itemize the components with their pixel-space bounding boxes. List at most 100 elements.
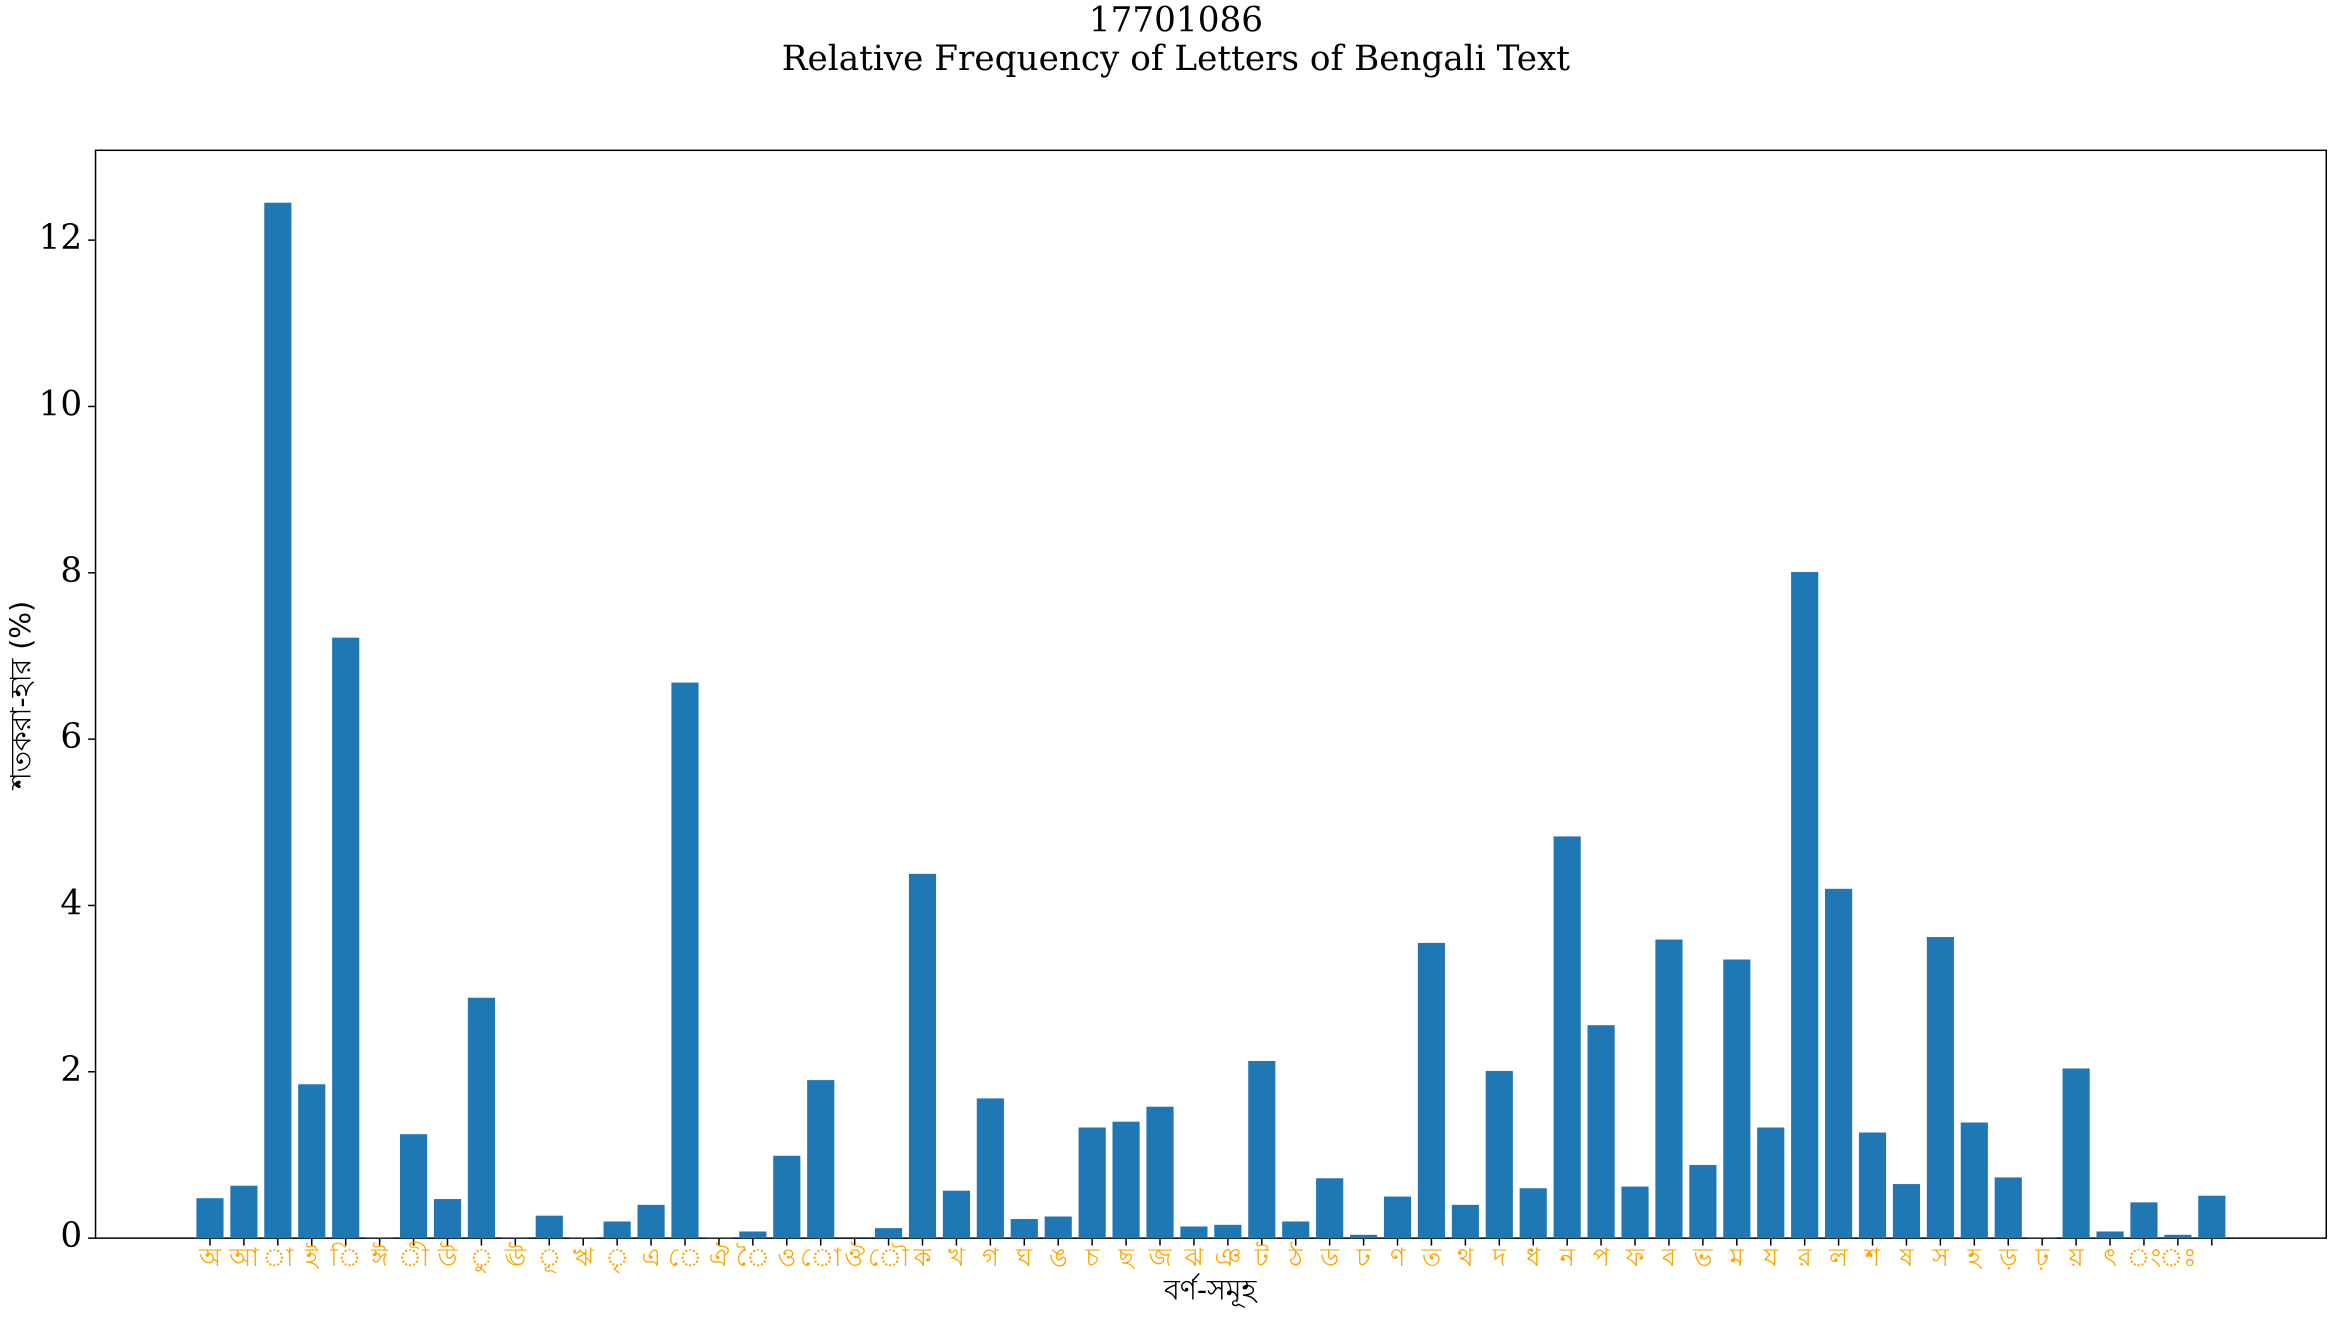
bar	[1350, 1234, 1378, 1239]
x-tick-label: ক	[913, 1243, 932, 1272]
bar	[1892, 1184, 1921, 1239]
bar	[1248, 1060, 1276, 1239]
bar	[196, 1198, 224, 1239]
bar	[1010, 1219, 1038, 1239]
bar	[2028, 1237, 2056, 1239]
bar	[1078, 1127, 1106, 1239]
x-tick-label: ও	[777, 1243, 796, 1272]
x-tick-label: ত	[1421, 1243, 1442, 1272]
y-axis-label: শতকরা-হার (%)	[5, 601, 38, 791]
bar	[1655, 939, 1683, 1239]
x-tick-label: স	[1931, 1243, 1949, 1272]
x-tick-label: ড়	[1998, 1243, 2018, 1272]
x-tick-label: গ	[982, 1243, 999, 1272]
x-tick-label: ভ	[1692, 1243, 1712, 1272]
x-tick-label: ঢ	[1355, 1243, 1371, 1272]
x-tick-label: ঘ	[1015, 1243, 1032, 1272]
bar	[1282, 1221, 1310, 1239]
bar	[501, 1237, 529, 1239]
y-tick-label: 6	[60, 717, 82, 757]
x-tick-label: ঃ	[2159, 1243, 2196, 1272]
bar	[433, 1199, 462, 1239]
x-axis-label: বর্ণ-সমূহ	[1163, 1274, 1257, 1308]
x-tick-label: ু	[470, 1243, 494, 1274]
x-tick-label: ূ	[537, 1243, 561, 1274]
chart-title: 17701086	[1089, 0, 1263, 40]
x-tick-label: থ	[1457, 1243, 1474, 1272]
x-tick-label: ং	[2127, 1243, 2162, 1272]
y-tick-label: 10	[39, 384, 83, 424]
x-tick-label: ট	[1254, 1242, 1269, 1272]
x-tick-label: দ	[1492, 1243, 1507, 1272]
bar	[2130, 1202, 2158, 1239]
x-tick-label: ছ	[1117, 1243, 1135, 1272]
x-tick-label: ৃ	[605, 1243, 629, 1274]
bar	[1791, 571, 1819, 1239]
bar	[230, 1185, 258, 1239]
bar	[1858, 1132, 1887, 1239]
x-tick-label: র	[1797, 1243, 1813, 1272]
x-tick-label: ম	[1729, 1243, 1745, 1272]
x-tick-label: ঐ	[709, 1242, 729, 1272]
x-tick-label: শ	[1863, 1243, 1881, 1272]
x-tick-label: ন	[1559, 1243, 1576, 1272]
x-tick-label: ই	[304, 1243, 319, 1272]
bar	[942, 1190, 971, 1239]
bar	[1553, 836, 1581, 1239]
x-tick-label: য়	[2068, 1243, 2085, 1272]
y-tick-label: 0	[60, 1216, 82, 1256]
x-tick-label: ড	[1319, 1243, 1339, 1272]
bar	[1180, 1226, 1208, 1239]
plot-frame	[94, 149, 2328, 1239]
chart-subtitle: Relative Frequency of Letters of Bengali…	[782, 39, 1571, 79]
bar	[1112, 1121, 1140, 1239]
bar	[976, 1098, 1004, 1239]
bar	[1960, 1122, 1988, 1239]
x-tick-label: ণ	[1390, 1243, 1406, 1272]
x-tick-label: ব	[1661, 1243, 1677, 1272]
bar	[2062, 1068, 2090, 1239]
bar	[1587, 1025, 1615, 1239]
x-tick-label: আ	[228, 1243, 259, 1272]
bar	[264, 202, 292, 1239]
bar	[1485, 1070, 1513, 1239]
x-tick-label: প	[1593, 1243, 1611, 1272]
bar	[569, 1237, 597, 1239]
x-tick-label: ফ	[1625, 1243, 1645, 1272]
y-tick-label: 8	[60, 551, 82, 591]
x-tick-label: ৈ	[736, 1243, 770, 1272]
x-tick-label: ধ	[1526, 1243, 1541, 1272]
bar	[1723, 959, 1751, 1239]
x-tick-label: ে	[668, 1243, 702, 1272]
bar	[1451, 1204, 1479, 1239]
y-tick-label: 4	[60, 883, 82, 923]
bar	[1044, 1216, 1072, 1239]
x-tick-label: ঊ	[504, 1242, 527, 1272]
bar	[671, 682, 699, 1239]
x-tick-label: ী	[398, 1242, 430, 1272]
bar	[366, 1237, 394, 1239]
x-tick-label: ঙ	[1049, 1243, 1068, 1272]
x-tick-label: ঢ়	[2034, 1243, 2049, 1272]
x-tick-label: খ	[948, 1243, 965, 1272]
bar	[399, 1134, 428, 1239]
x-tick-label: ঋ	[573, 1243, 594, 1272]
x-tick-label: ল	[1828, 1243, 1848, 1272]
bar	[1316, 1178, 1344, 1239]
bar	[535, 1215, 563, 1239]
bar	[298, 1084, 326, 1239]
y-tick-label: 2	[60, 1050, 82, 1090]
bar	[874, 1228, 903, 1239]
x-tick-label: চ	[1084, 1243, 1099, 1272]
x-tick-label: ৌ	[868, 1243, 910, 1272]
bar	[1214, 1224, 1242, 1239]
bar	[1383, 1196, 1412, 1239]
bar	[2164, 1234, 2192, 1239]
x-tick-label: ৎ	[2103, 1243, 2117, 1272]
bar	[1146, 1106, 1174, 1239]
bar	[1757, 1127, 1785, 1239]
bar	[773, 1155, 801, 1239]
x-tick-label: জ	[1148, 1243, 1172, 1272]
